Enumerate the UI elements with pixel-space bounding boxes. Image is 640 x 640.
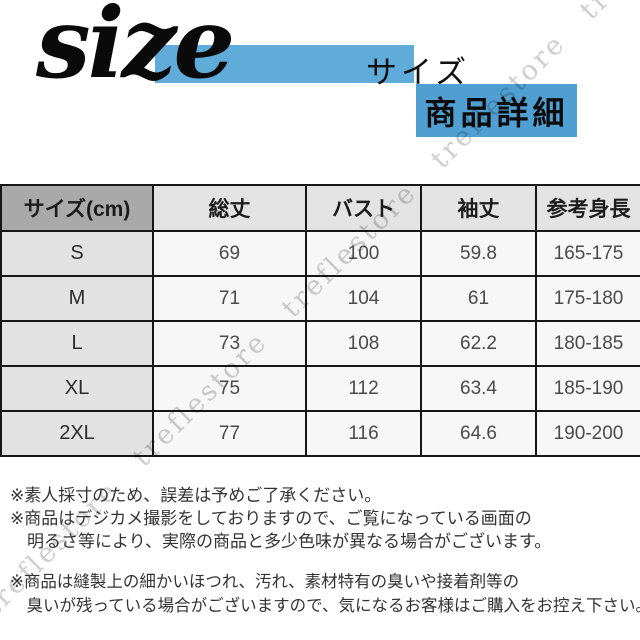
column-header-size: サイズ(cm) xyxy=(0,184,154,232)
size-script-heading: size xyxy=(36,0,235,100)
bust-cell: 108 xyxy=(305,320,422,367)
size-cell: L xyxy=(0,320,154,367)
note-line: ※素人採寸のため、誤差は予めご了承ください。 xyxy=(10,486,382,505)
height-cell: 190-200 xyxy=(535,410,640,457)
height-cell: 180-185 xyxy=(535,320,640,367)
sleeve-cell: 63.4 xyxy=(420,365,537,412)
size-cell: M xyxy=(0,275,154,322)
sleeve-cell: 62.2 xyxy=(420,320,537,367)
product-detail-badge: 商品詳細 xyxy=(416,84,577,137)
column-header-reference-height: 参考身長 xyxy=(535,184,640,232)
note-line: 臭いが残っている場合がございますので、気になるお客様はご購入をお控え下さい。 xyxy=(10,597,640,615)
bust-cell: 112 xyxy=(305,365,422,412)
bust-cell: 104 xyxy=(305,275,422,322)
table-row-2xl: 2XL 77 116 64.6 190-200 xyxy=(0,410,640,457)
column-header-total-length: 総丈 xyxy=(152,184,307,232)
bust-cell: 116 xyxy=(305,410,422,457)
length-cell: 73 xyxy=(152,320,307,367)
table-row-l: L 73 108 62.2 180-185 xyxy=(0,320,640,367)
measurement-disclaimer-notes: ※素人採寸のため、誤差は予めご了承ください。 ※商品はデジカメ撮影をしております… xyxy=(10,484,551,553)
bust-cell: 100 xyxy=(305,230,422,277)
length-cell: 71 xyxy=(152,275,307,322)
size-table-header-row: サイズ(cm) 総丈 バスト 袖丈 参考身長 xyxy=(0,184,640,232)
sleeve-cell: 59.8 xyxy=(420,230,537,277)
length-cell: 75 xyxy=(152,365,307,412)
table-row-s: S 69 100 59.8 165-175 xyxy=(0,230,640,277)
product-condition-notes: ※商品は縫製上の細かいほつれ、汚れ、素材特有の臭いや接着剤等の 臭いが残っている… xyxy=(10,570,640,618)
column-header-bust: バスト xyxy=(305,184,422,232)
sleeve-cell: 61 xyxy=(420,275,537,322)
height-cell: 175-180 xyxy=(535,275,640,322)
table-row-m: M 71 104 61 175-180 xyxy=(0,275,640,322)
height-cell: 185-190 xyxy=(535,365,640,412)
length-cell: 69 xyxy=(152,230,307,277)
note-line: ※商品はデジカメ撮影をしておりますので、ご覧になっている画面の xyxy=(10,509,532,528)
size-cell: XL xyxy=(0,365,154,412)
note-line: 明るさ等により、実際の商品と多少色味が異なる場合がございます。 xyxy=(10,532,552,551)
size-cell: S xyxy=(0,230,154,277)
sleeve-cell: 64.6 xyxy=(420,410,537,457)
table-row-xl: XL 75 112 63.4 185-190 xyxy=(0,365,640,412)
length-cell: 77 xyxy=(152,410,307,457)
size-cell: 2XL xyxy=(0,410,154,457)
column-header-sleeve-length: 袖丈 xyxy=(420,184,537,232)
height-cell: 165-175 xyxy=(535,230,640,277)
size-table: サイズ(cm) 総丈 バスト 袖丈 参考身長 S 69 100 59.8 165… xyxy=(0,184,640,457)
size-banner-bar xyxy=(155,45,414,83)
note-line: ※商品は縫製上の細かいほつれ、汚れ、素材特有の臭いや接着剤等の xyxy=(10,573,520,591)
